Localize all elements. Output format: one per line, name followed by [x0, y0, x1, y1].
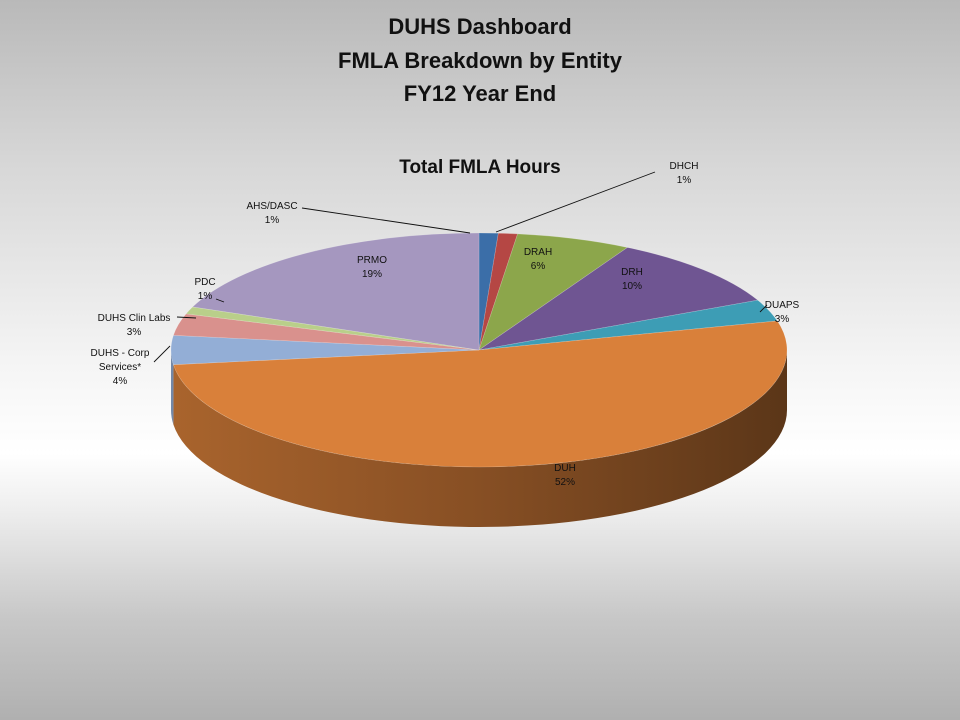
data-label-drh: DRH 10%	[621, 267, 643, 292]
data-label-dhch: DHCH 1%	[670, 161, 699, 186]
data-label-pdc: PDC 1%	[194, 277, 215, 302]
chart-title-line-3: FY12 Year End	[403, 81, 557, 106]
data-label-duaps: DUAPS 3%	[765, 300, 800, 325]
pie-slice-duhs-clin-labs	[173, 313, 480, 351]
data-label-prmo: PRMO 19%	[357, 255, 387, 280]
pie-slice-ahs-dasc	[478, 232, 499, 351]
pie-slice-pdc	[185, 306, 480, 351]
pie-slice-duaps	[478, 299, 778, 351]
pie-slice-duh	[173, 320, 788, 468]
leader-line-dhch	[495, 171, 656, 233]
chart-subtitle: Total FMLA Hours	[399, 157, 561, 178]
pie-slice-drah	[478, 233, 629, 351]
data-label-duhs-clin-labs: DUHS Clin Labs 3%	[98, 313, 171, 338]
pie-slice-drh	[478, 247, 759, 351]
leader-line-duhs-corp-services	[153, 345, 171, 363]
data-label-duhs-corp-services: DUHS - Corp Services* 4%	[91, 348, 150, 387]
leader-line-duhs-clin-labs	[176, 316, 197, 319]
chart-title-line-1: DUHS Dashboard	[388, 14, 572, 39]
pie-side-duh	[173, 350, 788, 528]
pie-side-duhs-corp-services	[171, 350, 174, 425]
data-label-duh: DUH 52%	[554, 463, 576, 488]
leader-line-ahs-dasc	[301, 207, 471, 234]
chart-title-line-2: FMLA Breakdown by Entity	[338, 48, 622, 73]
pie-slice-prmo	[191, 232, 480, 351]
data-label-ahs-dasc: AHS/DASC 1%	[246, 201, 297, 226]
leader-line-duaps	[759, 304, 768, 313]
data-label-drah: DRAH 6%	[524, 247, 552, 272]
pie-slice-dhch	[478, 232, 519, 351]
leader-line-pdc	[215, 298, 225, 303]
pie-slice-duhs-corp-services	[170, 335, 480, 365]
